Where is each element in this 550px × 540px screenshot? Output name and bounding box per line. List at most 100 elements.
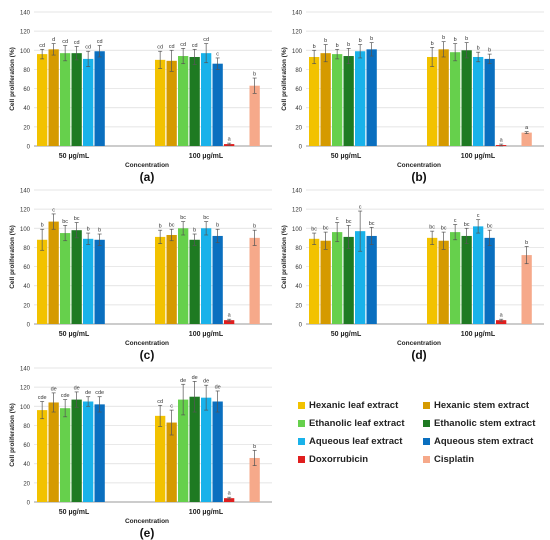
legend-label: Aqueous stem extract [434,435,534,447]
legend-label: Hexanic leaf extract [309,399,399,411]
significance-letter: b [324,38,327,44]
legend-label: Cisplatin [434,453,475,465]
x-category-label: 100 µg/mL [461,153,496,160]
legend-swatch [298,455,305,463]
x-category-label: 50 µg/mL [331,153,362,160]
significance-letter: b [313,44,316,50]
legend-swatch [298,437,305,445]
y-tick-label: 20 [23,303,30,309]
bar [320,53,331,146]
legend-swatch [423,419,430,427]
bar [343,236,354,324]
legend-item-hexanic-leaf: Hexanic leaf extract [298,400,423,411]
significance-letter: b [336,43,339,49]
significance-letter: b [465,36,468,42]
bar [189,239,200,324]
legend-swatch [298,401,305,409]
y-axis-label: Cell proliferation (%) [9,225,16,289]
y-tick-label: 120 [20,208,31,214]
significance-letter: cd [157,399,163,405]
bar [48,49,59,147]
bar [427,237,438,324]
significance-letter: b [216,223,219,229]
legend-swatch [298,419,305,427]
significance-letter: bc [203,215,209,221]
y-tick-label: 60 [295,265,302,271]
significance-letter: de [215,384,221,390]
bar [461,50,472,146]
significance-letter: cde [61,393,70,399]
x-category-label: 50 µg/mL [59,153,90,160]
significance-letter: cd [169,44,175,50]
bar [450,232,461,324]
bar [155,236,166,324]
y-tick-label: 20 [295,125,302,131]
y-tick-label: 40 [23,284,30,290]
legend-item-ethanolic-stem: Ethanolic stem extract [423,418,548,429]
legend-swatch [423,401,430,409]
panel-label: (e) [140,526,155,540]
bar [201,397,212,502]
y-tick-label: 120 [20,30,31,36]
significance-letter: c [454,218,457,224]
bar [189,396,200,502]
bar [355,51,366,146]
y-tick-label: 60 [23,87,30,93]
y-tick-label: 100 [292,49,303,55]
bar [249,457,260,502]
bar [332,54,343,146]
significance-letter: b [454,37,457,43]
panel-label: (c) [140,348,155,362]
bar [155,415,166,502]
legend-label: Hexanic stem extract [434,399,530,411]
significance-letter: a [500,313,504,319]
significance-letter: de [203,379,209,385]
x-category-label: 50 µg/mL [59,509,90,516]
bar [83,238,94,324]
significance-letter: d [52,37,55,43]
x-axis-label: Concentration [125,162,169,169]
y-tick-label: 100 [20,227,31,233]
bar [320,240,331,324]
legend-item-aqueous-leaf: Aqueous leaf extract [298,436,423,447]
significance-letter: cd [203,37,209,43]
bar [521,255,532,324]
legend-swatch [423,437,430,445]
legend-label: Ethanolic stem extract [434,417,536,429]
significance-letter: c [170,404,173,410]
y-axis-label: Cell proliferation (%) [281,47,288,111]
significance-letter: cd [74,40,80,46]
significance-letter: bc [180,215,186,221]
legend-label: Aqueous leaf extract [309,435,403,447]
significance-letter: bc [346,219,352,225]
bar [71,399,82,502]
bar [60,233,71,324]
significance-letter: cde [95,390,104,396]
bar [224,498,235,502]
bar [94,404,105,502]
y-tick-label: 80 [23,68,30,74]
significance-letter: b [370,36,373,42]
legend-item-hexanic-stem: Hexanic stem extract [423,400,548,411]
y-tick-label: 40 [23,106,30,112]
y-tick-label: 140 [292,11,303,17]
bar [496,320,507,324]
bar [309,56,320,146]
bar [94,51,105,146]
legend-row: Hexanic leaf extract Hexanic stem extrac… [298,396,548,414]
bar [166,234,177,324]
significance-letter: b [347,42,350,48]
y-tick-label: 0 [27,323,31,329]
legend-item-aqueous-stem: Aqueous stem extract [423,436,548,447]
significance-letter: cd [180,42,186,48]
bar [427,56,438,146]
y-tick-label: 120 [292,30,303,36]
legend: Hexanic leaf extract Hexanic stem extrac… [298,396,548,468]
significance-letter: bc [429,225,435,231]
significance-letter: cd [157,45,163,51]
significance-letter: b [359,38,362,44]
y-tick-label: 100 [20,405,31,411]
significance-letter: c [359,205,362,211]
significance-letter: bc [323,226,329,232]
significance-letter: c [336,216,339,222]
